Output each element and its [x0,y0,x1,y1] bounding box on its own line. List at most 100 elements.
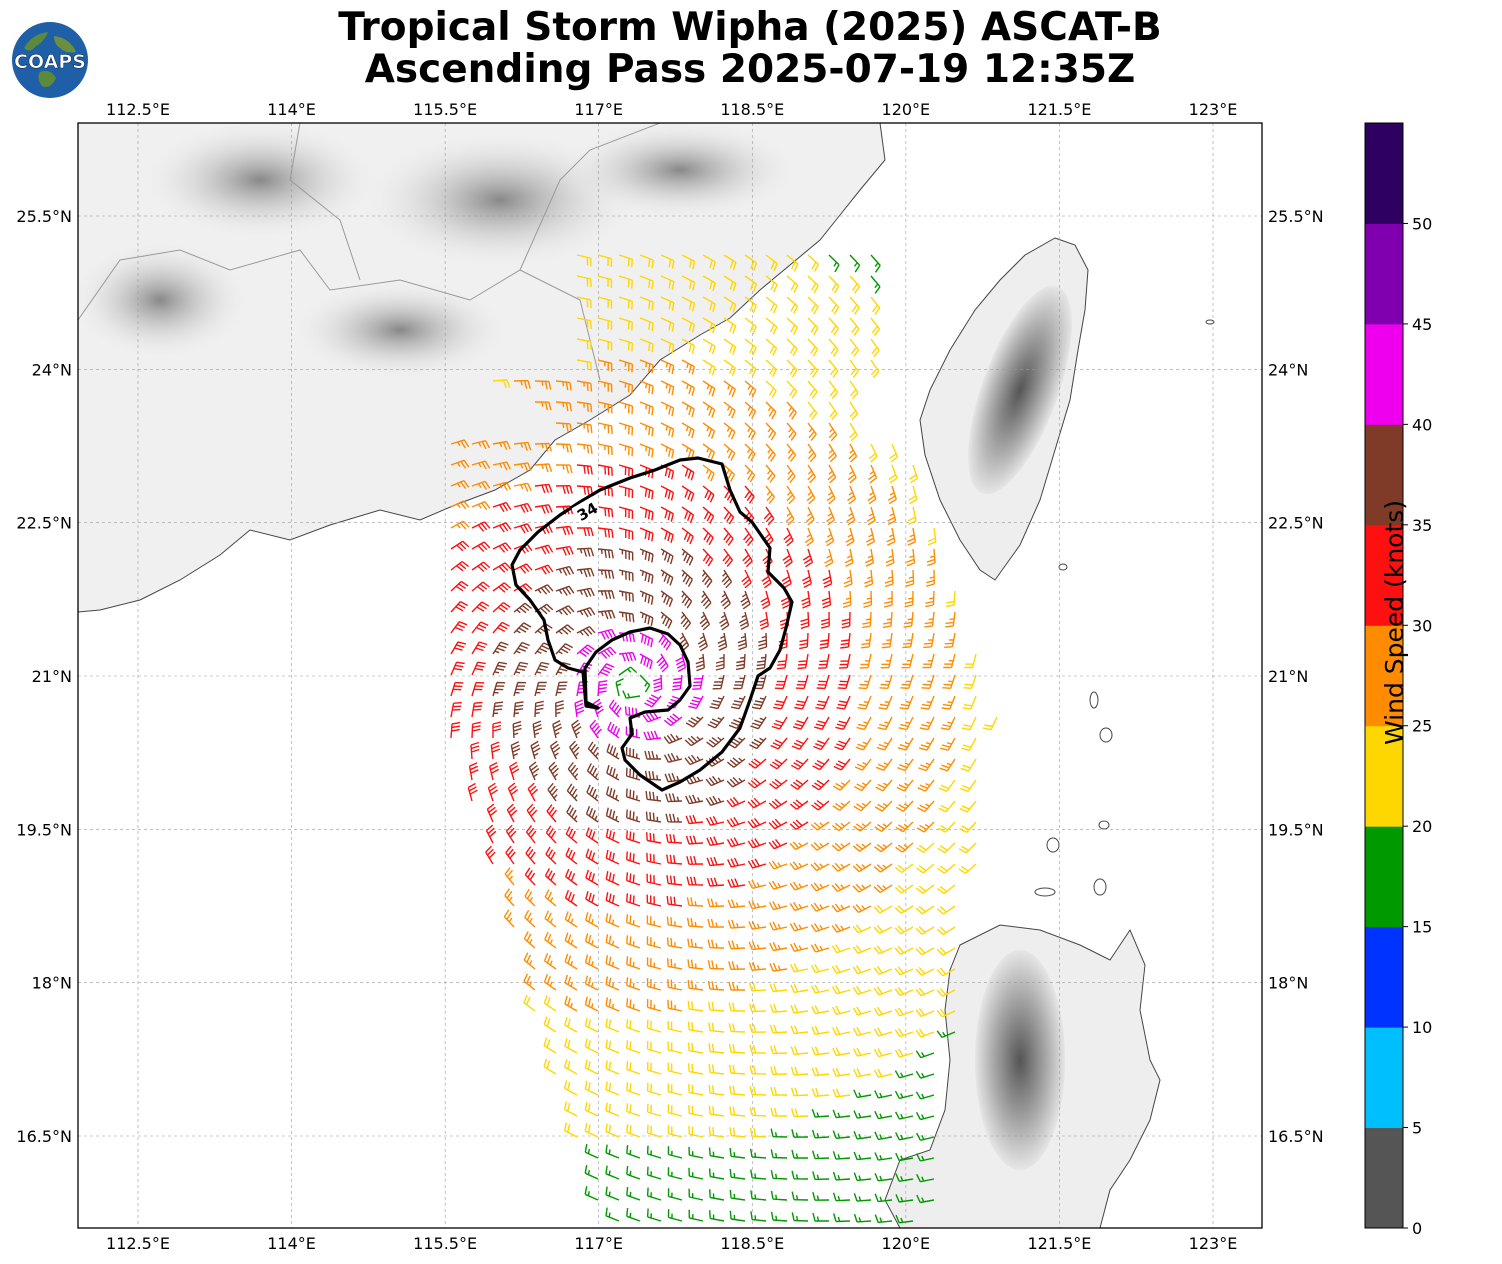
wind-barb [852,985,872,995]
wind-barb [564,995,578,1012]
wind-barb [625,788,641,802]
longitude-labels-top: 112.5°E 114°E 115.5°E 117°E 118.5°E 120°E 121.… [106,100,1237,119]
wind-barb [576,422,593,434]
wind-barb [770,1107,788,1117]
wind-barb [660,590,674,608]
wind-barb [555,380,572,391]
wind-barb [849,317,860,336]
wind-barb [880,653,893,669]
wind-barb [828,254,840,273]
wind-barb [922,653,935,669]
wind-barb [471,701,483,718]
wind-barb [646,1040,662,1054]
wind-barb [765,464,776,483]
wind-barb [681,569,694,588]
wind-barb [544,868,557,886]
wind-barb [626,1082,641,1096]
wind-barb [666,916,683,928]
wind-barb [828,359,839,378]
wind-barb [555,505,574,515]
wind-barb [646,832,662,844]
wind-barb [576,547,595,557]
wind-barb [486,803,498,823]
wind-barb [471,541,491,552]
wind-barb [853,800,872,812]
wind-barb [700,590,712,610]
wind-barb [681,548,694,566]
wind-barb [727,737,746,749]
wind-barb [576,254,592,267]
wind-barb [852,1047,872,1057]
wind-barb [936,1030,956,1039]
wind-barb [883,590,893,608]
wind-barb [831,821,851,832]
wind-barb [744,275,758,292]
wind-barb [860,632,872,649]
wind-barb [639,569,654,584]
wind-barb [685,835,704,845]
wind-barb [709,1210,725,1222]
wind-barb [646,1061,662,1075]
wind-barb [921,674,935,689]
wind-barb [958,863,977,874]
wind-barb [584,975,599,991]
wind-barb [750,1148,767,1159]
wind-barb [618,338,634,352]
wind-barb [915,1112,935,1121]
wind-barb [667,1167,683,1180]
wind-barb [758,632,768,650]
wind-barb [790,779,809,790]
wind-barb [900,674,914,689]
wind-barb [545,825,557,844]
wind-barb [660,422,675,438]
wind-barb [597,401,613,414]
wind-barb [786,380,798,399]
wind-barb [782,548,793,568]
wind-barb [786,422,797,441]
wind-barb [936,967,956,977]
wind-barb [895,1214,914,1224]
wind-barb [790,1066,809,1076]
wind-barb [857,695,872,710]
title-line-1: Tropical Storm Wipha (2025) ASCAT-B [338,5,1162,50]
wind-barb [543,974,557,991]
wind-barb [982,716,998,731]
wind-barb [681,338,696,354]
wind-barb [807,401,818,420]
wind-barb [791,737,809,750]
wind-barb [492,621,510,634]
wind-barb [660,506,674,522]
wind-barb [618,611,635,623]
wind-barb [597,359,613,372]
wind-barb [608,699,622,718]
wind-barb [963,674,977,689]
wind-barb [597,275,613,288]
wind-barb [597,527,614,538]
wind-barb [915,946,935,956]
wind-barb [789,799,809,810]
wind-barb [707,898,725,908]
wind-barb [856,716,872,731]
wind-barb [555,485,573,494]
wind-barb [513,641,530,655]
wind-barb [832,1067,851,1077]
coaps-logo: COAPS [10,20,90,100]
wind-barb [853,1130,872,1140]
wind-barb [895,1152,914,1162]
wind-barb [768,880,788,890]
wind-barb [548,761,559,781]
wind-barb [702,338,716,355]
wind-barb [597,380,613,393]
wind-barb [895,800,914,812]
wind-barb [663,713,683,726]
wind-barb [765,401,777,420]
wind-barb [811,1087,830,1097]
wind-barb [605,807,620,823]
wind-barb [728,1002,746,1012]
wind-barb [585,891,599,907]
wind-barb [667,1125,683,1138]
wind-barb [852,883,872,893]
wind-barb [740,590,751,610]
wind-barb [812,1212,829,1222]
wind-barb [450,459,470,469]
